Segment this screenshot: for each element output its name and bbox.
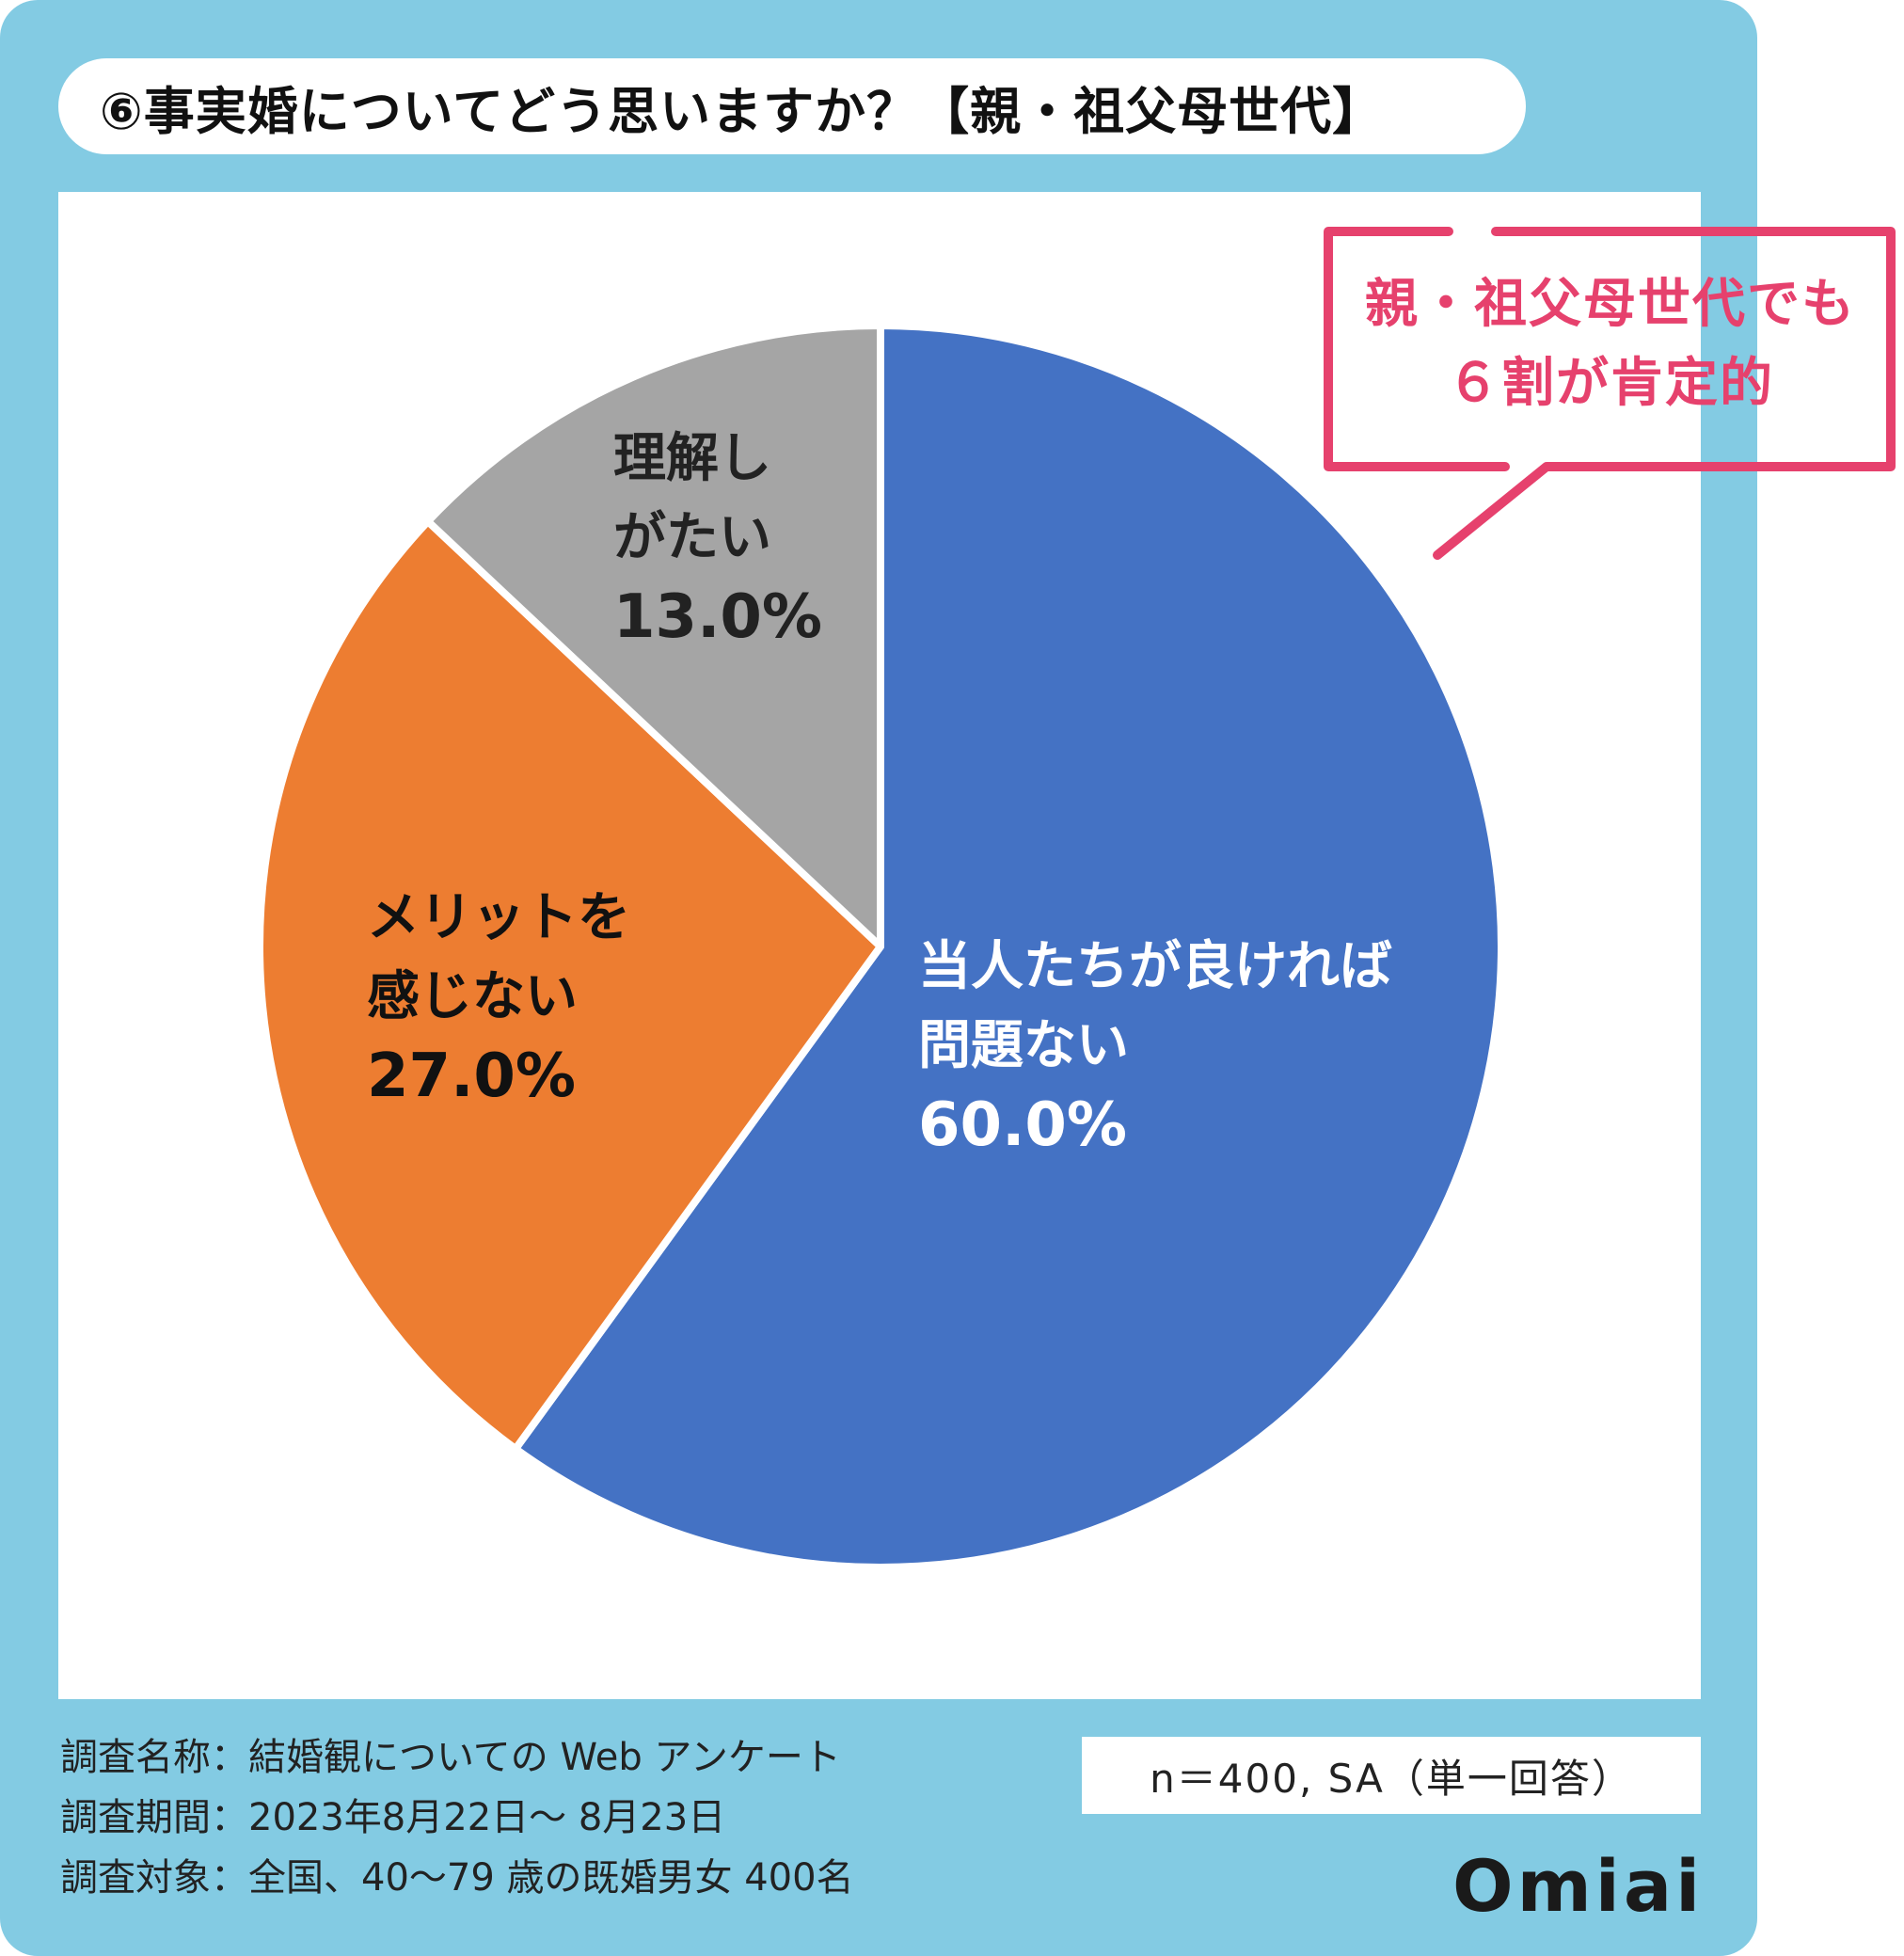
slice-name-line1: メリットを [367, 887, 630, 948]
survey-notes: 調査名称：結婚観についての Web アンケート 調査期間：2023年8月22日～… [60, 1727, 854, 1908]
pie-chart [256, 322, 1505, 1571]
slice-label-no-merit: メリットを 感じない 27.0% [367, 879, 630, 1116]
pie-slice-1 [256, 517, 884, 1453]
sample-size-badge: n＝400, SA（単一回答） [1082, 1737, 1701, 1814]
survey-period: 調査期間：2023年8月22日～ 8月23日 [60, 1796, 726, 1839]
plot-area: 当人たちが良ければ 問題ない 60.0% メリットを 感じない 27.0% 理解… [58, 192, 1701, 1699]
slice-label-hard-to-understand: 理解し がたい 13.0% [613, 420, 822, 657]
callout-outline [1324, 227, 1896, 560]
survey-target: 調査対象：全国、40～79 歳の既婚男女 400名 [60, 1856, 854, 1900]
slice-value-label: 60.0% [918, 1090, 1128, 1160]
callout-line1: 親・祖父母世代でも [1365, 274, 1856, 335]
slice-name-line2: がたい [613, 507, 771, 568]
pie-slice-0 [512, 322, 1505, 1571]
survey-name: 調査名称：結婚観についての Web アンケート [60, 1736, 841, 1779]
slice-name-line2: 問題ない [918, 1015, 1129, 1076]
slice-name-line1: 当人たちが良ければ [918, 936, 1392, 997]
slice-value-label: 27.0% [367, 1042, 577, 1111]
pie-slice-2 [423, 322, 884, 950]
slice-name-line1: 理解し [613, 428, 771, 489]
callout-line2: ６割が肯定的 [1447, 353, 1774, 414]
chart-title: ⑥事実婚についてどう思いますか？【親・祖父母世代】 [58, 58, 1526, 154]
callout-text: 親・祖父母世代でも ６割が肯定的 [1338, 265, 1883, 423]
slice-name-line2: 感じない [367, 966, 578, 1027]
omiai-logo: Omiai [1452, 1844, 1705, 1928]
slice-label-positive: 当人たちが良ければ 問題ない 60.0% [918, 928, 1392, 1165]
slice-value-label: 13.0% [613, 582, 823, 652]
